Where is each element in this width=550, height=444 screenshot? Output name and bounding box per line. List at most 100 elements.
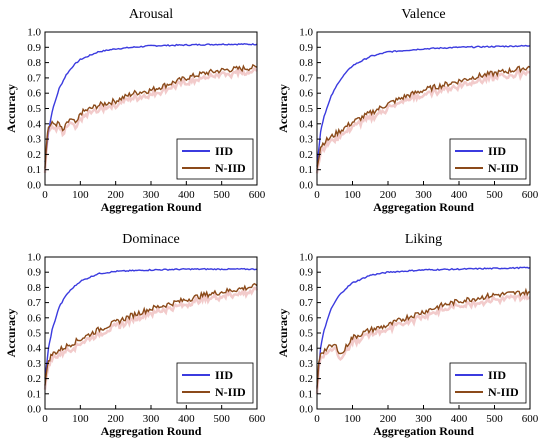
- y-tick-label: 1.0: [299, 27, 313, 39]
- y-tick-label: 0.0: [299, 404, 313, 416]
- x-axis-label: Aggregation Round: [101, 200, 202, 214]
- chart-title: Valence: [401, 7, 445, 22]
- y-axis-label: Accuracy: [276, 309, 290, 358]
- y-tick-label: 0.9: [27, 42, 41, 54]
- series-noise-band: [315, 67, 531, 174]
- y-tick-label: 0.2: [27, 373, 41, 385]
- x-tick-label: 300: [143, 189, 160, 201]
- legend-label-n-iid: N-IID: [215, 161, 246, 175]
- y-tick-label: 0.1: [27, 388, 41, 400]
- legend-label-iid: IID: [488, 368, 506, 382]
- y-tick-label: 0.0: [27, 180, 41, 192]
- chart-title: Arousal: [129, 7, 173, 22]
- x-tick-label: 500: [486, 413, 503, 425]
- y-tick-label: 0.2: [27, 149, 41, 161]
- legend-label-n-iid: N-IID: [215, 385, 246, 399]
- y-tick-label: 0.6: [299, 88, 313, 100]
- y-tick-label: 0.8: [299, 57, 313, 69]
- chart-title: Dominace: [122, 232, 180, 247]
- legend-label-n-iid: N-IID: [488, 161, 519, 175]
- x-tick-label: 500: [213, 189, 230, 201]
- y-tick-label: 1.0: [299, 252, 313, 264]
- y-tick-label: 0.2: [299, 149, 313, 161]
- y-tick-label: 0.8: [27, 57, 41, 69]
- series-line-n-iid: [316, 65, 531, 169]
- x-tick-label: 400: [451, 413, 468, 425]
- y-axis-label: Accuracy: [4, 309, 18, 358]
- y-tick-label: 0.6: [27, 312, 41, 324]
- y-tick-label: 0.5: [27, 328, 41, 340]
- y-tick-label: 0.8: [27, 282, 41, 294]
- y-tick-label: 0.7: [299, 72, 313, 84]
- x-tick-label: 0: [314, 189, 320, 201]
- x-tick-label: 600: [249, 413, 266, 425]
- x-tick-label: 0: [42, 189, 48, 201]
- chart-panel-0: Arousal 0.0 0.1 0.2 0.3 0.4 0.5 0.6 0.7 0.8 0.9 1.0…: [4, 7, 266, 214]
- chart-panel-2: Dominace 0.0 0.1 0.2 0.3 0.4 0.5 0.6 0.7 0.8 0.9 1.…: [4, 232, 266, 438]
- y-axis-label: Accuracy: [276, 84, 290, 133]
- y-tick-label: 0.5: [27, 103, 41, 115]
- x-tick-label: 200: [107, 413, 124, 425]
- x-tick-label: 400: [178, 189, 195, 201]
- x-tick-label: 0: [314, 413, 320, 425]
- legend-label-n-iid: N-IID: [488, 385, 519, 399]
- legend: IID N-IID: [449, 138, 527, 180]
- y-tick-label: 0.7: [27, 297, 41, 309]
- x-tick-label: 100: [72, 189, 89, 201]
- x-tick-label: 600: [522, 189, 539, 201]
- y-tick-label: 0.4: [27, 118, 41, 130]
- y-tick-label: 0.1: [299, 388, 313, 400]
- x-tick-label: 500: [486, 189, 503, 201]
- legend-box: [176, 362, 254, 404]
- x-tick-label: 600: [249, 189, 266, 201]
- legend: IID N-IID: [176, 362, 254, 404]
- y-tick-label: 0.0: [27, 404, 41, 416]
- chart-panel-1: Valence 0.0 0.1 0.2 0.3 0.4 0.5 0.6 0.7 0.8 0.9 1.0…: [276, 7, 539, 214]
- x-tick-label: 100: [72, 413, 89, 425]
- series-line-n-iid: [44, 282, 258, 386]
- legend: IID N-IID: [449, 362, 527, 404]
- legend-box: [449, 362, 527, 404]
- x-axis-label: Aggregation Round: [101, 424, 202, 438]
- y-tick-label: 0.1: [27, 164, 41, 176]
- series-noise-band: [315, 290, 531, 394]
- x-axis-label: Aggregation Round: [373, 424, 474, 438]
- x-tick-label: 600: [522, 413, 539, 425]
- y-tick-label: 0.7: [299, 297, 313, 309]
- x-tick-label: 500: [213, 413, 230, 425]
- y-tick-label: 0.4: [27, 343, 41, 355]
- chart-panel-3: Liking 0.0 0.1 0.2 0.3 0.4 0.5 0.6 0.7 0.8 0.9 1.0 0…: [276, 232, 539, 438]
- series-line-iid: [316, 266, 531, 387]
- x-tick-label: 100: [344, 189, 361, 201]
- x-tick-label: 100: [344, 413, 361, 425]
- series-line-iid: [44, 267, 258, 379]
- y-tick-label: 0.4: [299, 343, 313, 355]
- x-tick-label: 300: [143, 413, 160, 425]
- x-tick-label: 0: [42, 413, 48, 425]
- series-noise-band: [43, 66, 258, 174]
- x-axis-label: Aggregation Round: [373, 200, 474, 214]
- x-tick-label: 200: [380, 189, 397, 201]
- x-tick-label: 300: [415, 413, 432, 425]
- y-tick-label: 0.9: [27, 267, 41, 279]
- series-noise-band: [43, 286, 259, 390]
- legend-label-iid: IID: [215, 144, 233, 158]
- x-tick-label: 400: [178, 413, 195, 425]
- y-tick-label: 0.3: [299, 134, 313, 146]
- legend-box: [176, 138, 254, 180]
- y-tick-label: 0.3: [299, 358, 313, 370]
- legend-box: [449, 138, 527, 180]
- y-tick-label: 0.8: [299, 282, 313, 294]
- y-tick-label: 0.3: [27, 134, 41, 146]
- legend-label-iid: IID: [488, 144, 506, 158]
- y-tick-label: 0.9: [299, 267, 313, 279]
- y-tick-label: 1.0: [27, 252, 41, 264]
- y-tick-label: 0.1: [299, 164, 313, 176]
- y-tick-label: 0.4: [299, 118, 313, 130]
- legend-label-iid: IID: [215, 368, 233, 382]
- x-tick-label: 400: [451, 189, 468, 201]
- y-tick-label: 0.7: [27, 72, 41, 84]
- y-tick-label: 0.0: [299, 180, 313, 192]
- series-line-iid: [316, 44, 531, 167]
- series-line-n-iid: [316, 287, 531, 389]
